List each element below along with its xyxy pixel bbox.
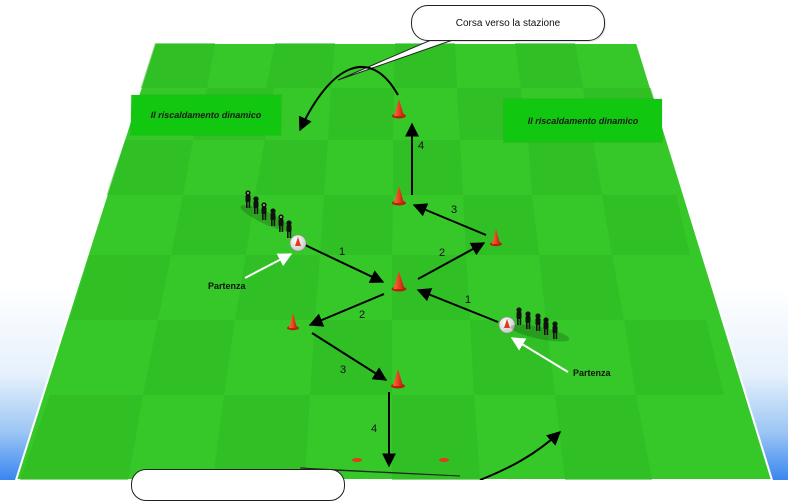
step-number: 1 <box>339 246 346 258</box>
callout-bottom <box>131 469 345 501</box>
callout-top-text: Corsa verso la stazione <box>455 17 561 29</box>
arrow-1-left <box>304 244 385 283</box>
start-label-left: Partenza <box>208 281 246 291</box>
player-group-right <box>510 307 570 342</box>
start-marker-left <box>289 234 307 252</box>
step-number: 1 <box>465 294 472 306</box>
cone <box>287 313 299 331</box>
arrow-2-right <box>417 242 486 280</box>
arrow-3-left <box>311 332 388 381</box>
cone <box>391 369 405 389</box>
arrow-1-right <box>416 288 499 323</box>
start-marker-right <box>498 316 516 334</box>
pitch-diagram <box>14 33 774 480</box>
arrow-3-right <box>412 203 487 236</box>
cone <box>392 186 406 206</box>
curved-arrow-top <box>298 66 399 132</box>
banner-left: Il riscaldamento dinamico <box>130 95 282 135</box>
cone <box>392 99 406 119</box>
cone <box>439 458 449 462</box>
cone <box>352 458 362 462</box>
step-number: 3 <box>340 364 347 376</box>
curved-arrow-bottom <box>479 431 562 480</box>
step-number: 2 <box>359 309 366 321</box>
arrow-2-left <box>308 293 385 327</box>
start-label-right: Partenza <box>573 368 611 378</box>
player-group-left <box>240 190 292 238</box>
banner-left-text: Il riscaldamento dinamico <box>150 110 262 120</box>
banner-right: Il riscaldamento dinamico <box>504 99 662 142</box>
step-number: 4 <box>371 423 378 435</box>
cone <box>391 271 407 292</box>
callout-top: Corsa verso la stazione <box>411 5 605 41</box>
step-number: 2 <box>439 247 446 259</box>
banner-right-text: Il riscaldamento dinamico <box>527 115 639 126</box>
step-number: 4 <box>418 140 425 152</box>
route-arrows <box>304 122 499 468</box>
cone <box>490 229 502 247</box>
start-pointer-left <box>244 253 293 279</box>
step-number: 3 <box>451 204 458 216</box>
cones <box>287 99 502 462</box>
start-pointer-right <box>510 337 569 373</box>
